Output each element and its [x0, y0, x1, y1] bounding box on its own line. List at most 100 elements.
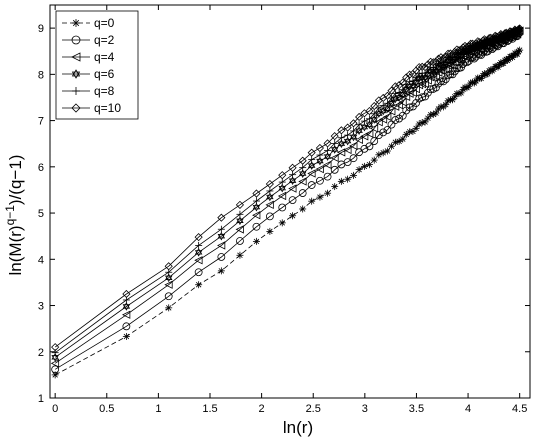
star-marker: [217, 267, 225, 275]
hexagram-marker: [217, 231, 226, 241]
diamond-marker: [475, 38, 484, 47]
diamond-marker: [508, 29, 517, 38]
circle-marker: [418, 93, 427, 102]
triangle-left-marker: [405, 89, 414, 98]
plus-marker: [365, 115, 373, 123]
plus-marker: [350, 127, 358, 135]
star-marker: [355, 166, 363, 174]
diamond-marker: [278, 171, 287, 180]
circle-marker: [398, 111, 407, 120]
legend-label: q=8: [94, 84, 115, 98]
hexagram-marker: [122, 302, 131, 311]
triangle-left-marker: [417, 79, 427, 89]
plot-frame: [49, 4, 531, 399]
triangle-left-marker: [164, 280, 173, 289]
x-axis-label: ln(r): [283, 418, 313, 437]
triangle-left-marker: [216, 241, 226, 250]
y-tick-label: 8: [38, 69, 44, 81]
diamond-marker: [446, 49, 455, 58]
plus-marker: [391, 90, 399, 98]
circle-marker: [374, 131, 383, 140]
diamond-marker: [515, 24, 524, 33]
hexagram-marker: [298, 169, 307, 178]
plus-marker: [289, 171, 297, 179]
diamond-marker: [482, 36, 491, 45]
star-marker: [365, 161, 373, 169]
x-tick-label: 1.5: [202, 403, 217, 415]
circle-marker: [51, 365, 60, 374]
x-tick-label: 4: [465, 403, 471, 415]
triangle-left-marker: [265, 200, 274, 209]
star-marker: [344, 175, 352, 183]
diamond-marker: [421, 63, 430, 72]
circle-marker: [194, 268, 203, 277]
diamond-marker: [383, 91, 392, 100]
legend-label: q=4: [94, 50, 115, 64]
star-marker: [457, 89, 465, 97]
x-tick-label: 0.5: [99, 403, 114, 415]
diamond-marker: [391, 82, 400, 91]
y-tick-label: 1: [38, 393, 44, 405]
y-tick-label: 4: [38, 254, 44, 266]
plus-marker: [278, 178, 286, 186]
circle-marker: [217, 253, 226, 261]
circle-marker: [288, 196, 297, 205]
hexagram-marker: [307, 161, 316, 170]
star-marker: [236, 251, 244, 259]
axes: 0 0.5 1 1.5 2 2.5 3 3.5 4 4.5 1 2 3 4 5 6 7 8 9: [38, 4, 531, 415]
hexagram-marker: [316, 156, 324, 166]
triangle-left-marker: [408, 88, 417, 97]
plus-marker: [337, 134, 345, 142]
series-q-0: [51, 46, 524, 379]
legend-entry: q=6: [62, 67, 115, 81]
diamond-marker: [288, 163, 297, 172]
diamond-marker: [426, 57, 435, 66]
y-tick-label: 3: [38, 301, 44, 313]
circle-marker: [343, 158, 352, 166]
diamond-marker: [439, 54, 448, 63]
triangle-left-marker: [307, 169, 316, 178]
diamond-marker: [387, 86, 396, 95]
circle-marker: [236, 237, 244, 245]
triangle-left-marker: [369, 124, 379, 133]
hexagram-marker: [164, 273, 173, 283]
y-tick-label: 5: [38, 208, 44, 220]
legend-label: q=2: [94, 33, 115, 47]
star-marker: [432, 109, 440, 117]
plus-marker: [266, 187, 274, 195]
x-tick-label: 2: [259, 403, 265, 415]
diamond-marker: [307, 148, 316, 157]
circle-marker: [405, 103, 414, 112]
star-marker: [513, 50, 521, 58]
star-marker: [165, 304, 173, 312]
plus-marker: [308, 156, 316, 164]
diamond-marker: [330, 132, 339, 141]
plot-area: [50, 24, 524, 379]
diamond-marker: [355, 112, 364, 122]
star-marker: [449, 96, 457, 104]
legend-entry: q=8: [62, 84, 115, 98]
diamond-marker: [252, 189, 261, 198]
circle-marker: [298, 189, 307, 197]
x-tick-label: 3: [362, 403, 368, 415]
circle-marker: [330, 165, 339, 174]
circle-marker: [316, 176, 324, 185]
diamond-marker: [315, 143, 324, 153]
circle-marker: [349, 154, 358, 163]
plus-marker: [299, 164, 307, 172]
star-marker: [195, 281, 203, 289]
hexagram-marker: [323, 152, 332, 161]
hexagram-marker: [330, 145, 339, 154]
hexagram-marker: [365, 120, 374, 129]
legend-entry: q=4: [62, 50, 115, 64]
hexagram-marker: [337, 139, 346, 149]
star-marker: [370, 156, 378, 164]
star-marker: [308, 197, 316, 205]
triangle-left-marker: [343, 145, 352, 155]
star-marker: [375, 151, 383, 159]
hexagram-marker: [278, 183, 286, 193]
y-tick-label: 7: [38, 116, 44, 128]
legend-label: q=6: [94, 67, 115, 81]
plus-marker: [72, 87, 80, 95]
diamond-marker: [395, 81, 404, 90]
